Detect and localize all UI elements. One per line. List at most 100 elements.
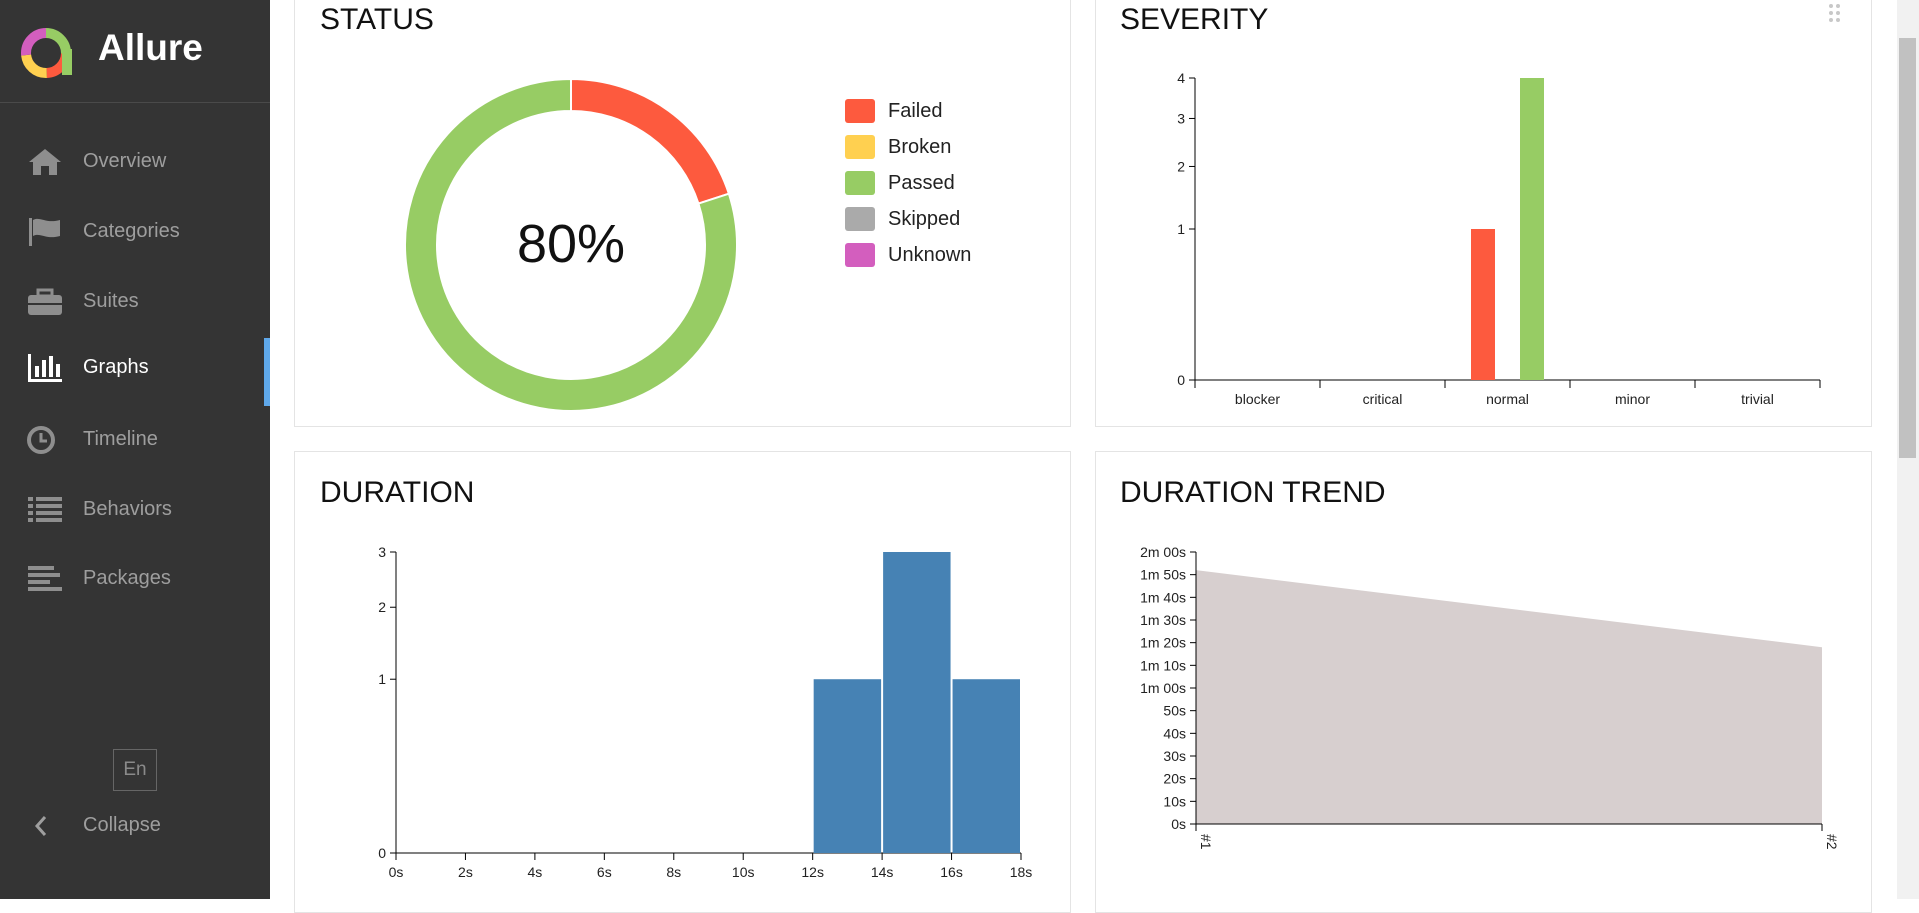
- bar-passed: [1520, 78, 1544, 380]
- y-tick-label: 1m 30s: [1140, 612, 1186, 628]
- severity-panel: SEVERITY 0 1 2 3 4 blocker critical normal minor…: [1095, 0, 1872, 427]
- chevron-left-icon: [34, 816, 47, 836]
- y-tick-label: 2m 00s: [1140, 544, 1186, 560]
- allure-logo-icon: [21, 28, 72, 78]
- y-tick-label: 30s: [1163, 748, 1186, 764]
- y-tick-label: 10s: [1163, 793, 1186, 809]
- x-tick-label: 18s: [1010, 864, 1033, 880]
- y-tick-label: 0s: [1171, 816, 1186, 832]
- sidebar-item-suites[interactable]: Suites: [0, 272, 270, 332]
- list-icon: [28, 497, 62, 522]
- x-tick-label: 8s: [666, 864, 681, 880]
- status-percent: 80%: [516, 214, 626, 274]
- duration-trend-panel: DURATION TREND 0s 10s 20s 30s 40s 50s 1m 00s 1m…: [1095, 451, 1872, 913]
- x-tick-label: critical: [1363, 391, 1403, 407]
- sidebar-item-overview[interactable]: Overview: [0, 132, 270, 192]
- sidebar-item-behaviors[interactable]: Behaviors: [0, 480, 270, 540]
- x-tick-label: minor: [1615, 391, 1650, 407]
- bar-failed: [1471, 229, 1495, 380]
- y-tick-label: 3: [378, 544, 386, 560]
- status-panel: STATUS 80% Failed Broken Passed Skipped Unkn…: [294, 0, 1071, 427]
- sidebar-item-label: Overview: [83, 150, 167, 172]
- donut-slice: [570, 77, 731, 205]
- x-tick-label: 10s: [732, 864, 755, 880]
- sidebar-item-packages[interactable]: Packages: [0, 549, 270, 609]
- y-tick-label: 1: [1177, 221, 1185, 237]
- x-tick-label: 16s: [940, 864, 963, 880]
- panel-title: DURATION TREND: [1120, 476, 1386, 509]
- sidebar-item-label: Graphs: [83, 356, 149, 378]
- language-button[interactable]: En: [113, 749, 157, 791]
- x-tick-label: 14s: [871, 864, 894, 880]
- legend-swatch: [845, 207, 875, 231]
- histogram-bar: [813, 679, 882, 853]
- clock-icon: [27, 426, 55, 454]
- x-tick-label: blocker: [1235, 391, 1280, 407]
- sidebar-item-categories[interactable]: Categories: [0, 202, 270, 262]
- app-name: Allure: [98, 27, 203, 68]
- scrollbar[interactable]: [1897, 0, 1919, 899]
- y-tick-label: 2: [378, 599, 386, 615]
- legend-swatch: [845, 99, 875, 123]
- legend-label: Unknown: [888, 244, 972, 266]
- x-tick-label: 12s: [801, 864, 824, 880]
- bar-chart-icon: [28, 354, 62, 382]
- legend-swatch: [845, 135, 875, 159]
- sidebar: Allure Overview Categories Suites Graphs…: [0, 0, 270, 899]
- legend-swatch: [845, 243, 875, 267]
- y-tick-label: 50s: [1163, 703, 1186, 719]
- y-tick-label: 1: [378, 671, 386, 687]
- sidebar-item-label: Packages: [83, 567, 171, 589]
- duration-trend-chart: 0s 10s 20s 30s 40s 50s 1m 00s 1m 10s 1m 20s 1m 30…: [1140, 544, 1840, 850]
- sidebar-item-label: Suites: [83, 290, 139, 312]
- legend-label: Broken: [888, 136, 952, 158]
- x-tick-label: #2: [1824, 834, 1840, 850]
- trend-area: [1196, 570, 1822, 824]
- x-tick-label: 4s: [527, 864, 542, 880]
- y-tick-label: 0: [378, 845, 386, 861]
- histogram-bar: [952, 679, 1020, 853]
- severity-bar-chart: 0 1 2 3 4 blocker critical normal minor trivial: [1177, 70, 1821, 407]
- y-tick-label: 1m 10s: [1140, 657, 1186, 673]
- status-donut-chart: [404, 77, 738, 412]
- panel-title: DURATION: [320, 476, 475, 509]
- sidebar-item-label: Timeline: [83, 428, 158, 450]
- sidebar-item-graphs[interactable]: Graphs: [0, 338, 270, 406]
- y-tick-label: 20s: [1163, 771, 1186, 787]
- align-left-icon: [28, 566, 62, 591]
- y-tick-label: 0: [1177, 372, 1185, 388]
- y-tick-label: 3: [1177, 110, 1185, 126]
- collapse-label: Collapse: [83, 814, 161, 836]
- legend-label: Failed: [888, 100, 943, 122]
- home-icon: [29, 149, 61, 175]
- briefcase-icon: [28, 288, 62, 315]
- scrollbar-thumb[interactable]: [1899, 38, 1916, 458]
- y-tick-label: 1m 00s: [1140, 680, 1186, 696]
- x-tick-label: 6s: [597, 864, 612, 880]
- sidebar-item-label: Behaviors: [83, 498, 172, 520]
- y-tick-label: 4: [1177, 70, 1185, 86]
- drag-handle-icon[interactable]: [1828, 3, 1842, 25]
- y-tick-label: 40s: [1163, 725, 1186, 741]
- legend-label: Skipped: [888, 208, 961, 230]
- y-tick-label: 2: [1177, 158, 1185, 174]
- sidebar-item-timeline[interactable]: Timeline: [0, 410, 270, 470]
- x-tick-label: trivial: [1741, 391, 1774, 407]
- legend-label: Passed: [888, 172, 955, 194]
- x-tick-label: normal: [1486, 391, 1529, 407]
- histogram-bar: [883, 552, 951, 853]
- flag-icon: [29, 218, 60, 246]
- brand[interactable]: Allure: [0, 0, 270, 103]
- panel-title: SEVERITY: [1120, 3, 1269, 36]
- duration-panel: DURATION 0 1 2 3 0s 2s 4s 6s 8s 10s 12s 14s 16s 18s: [294, 451, 1071, 913]
- y-tick-label: 1m 40s: [1140, 589, 1186, 605]
- x-tick-label: #1: [1198, 834, 1214, 850]
- legend-swatch: [845, 171, 875, 195]
- sidebar-item-label: Categories: [83, 220, 180, 242]
- duration-histogram: 0 1 2 3 0s 2s 4s 6s 8s 10s 12s 14s 16s 18s: [378, 544, 1033, 880]
- x-tick-label: 0s: [389, 864, 404, 880]
- collapse-button[interactable]: Collapse: [0, 800, 270, 850]
- x-tick-label: 2s: [458, 864, 473, 880]
- y-tick-label: 1m 20s: [1140, 635, 1186, 651]
- y-tick-label: 1m 50s: [1140, 567, 1186, 583]
